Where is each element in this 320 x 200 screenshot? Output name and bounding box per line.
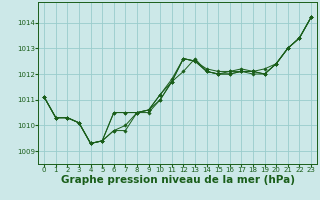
- X-axis label: Graphe pression niveau de la mer (hPa): Graphe pression niveau de la mer (hPa): [60, 175, 295, 185]
